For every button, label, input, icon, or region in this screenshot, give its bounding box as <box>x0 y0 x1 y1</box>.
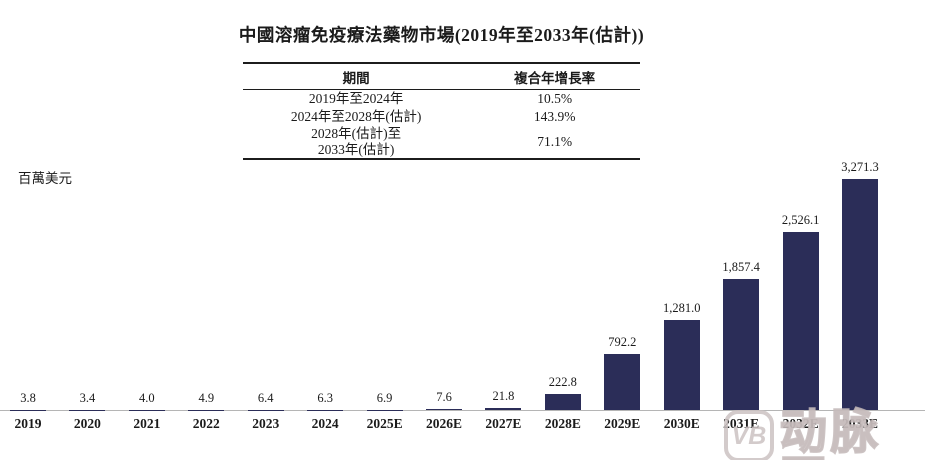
x-axis-label: 2028E <box>544 416 581 431</box>
cagr-table-header-period: 期間 <box>243 63 470 90</box>
period-cell: 2028年(估計)至 2033年(估計) <box>243 125 469 159</box>
bar-value-label: 792.2 <box>608 335 637 350</box>
bar-value-label: 1,857.4 <box>722 259 760 274</box>
period-cell: 2024年至2028年(估計) <box>290 108 422 124</box>
bar-value-label: 3.8 <box>20 390 36 405</box>
period-cell: 2019年至2024年 <box>308 91 404 106</box>
cagr-table: 期間 複合年增長率 2019年至2024年 10.5% 2024年至2028年(… <box>243 62 640 161</box>
x-axis-label: 2022 <box>192 416 220 431</box>
bar-value-label: 6.9 <box>376 390 393 405</box>
x-axis-label: 2023 <box>252 416 280 431</box>
x-axis-label: 2027E <box>485 416 522 431</box>
bar-value-label: 7.6 <box>436 390 452 405</box>
table-row: 2024年至2028年(估計) 143.9% <box>243 108 640 126</box>
cagr-cell: 143.9% <box>533 108 576 124</box>
bar <box>485 408 522 410</box>
x-axis-label: 2033E <box>842 416 879 431</box>
x-axis-label: 2029E <box>604 416 641 431</box>
bar-value-label: 6.4 <box>257 390 274 405</box>
period-line-2: 2033年(估計) <box>317 141 395 157</box>
x-axis-label: 2026E <box>425 416 462 431</box>
bar-value-label: 1,281.0 <box>662 300 701 315</box>
x-axis-label: 2030E <box>663 416 700 431</box>
x-axis-label: 2025E <box>366 416 403 431</box>
bar-value-label: 3,271.3 <box>841 160 879 174</box>
bar-value-label: 4.9 <box>198 390 215 405</box>
y-axis-unit-label: 百萬美元 <box>18 171 72 186</box>
bar-value-label: 4.0 <box>139 390 155 405</box>
bar-value-label: 2,526.1 <box>781 212 820 227</box>
bar <box>426 409 462 410</box>
x-axis-label: 2024 <box>311 416 339 431</box>
cagr-cell: 71.1% <box>537 133 573 149</box>
x-axis-label: 2020 <box>73 416 101 431</box>
x-axis-label: 2032E <box>782 416 819 431</box>
x-axis-line <box>0 409 925 411</box>
bar-value-label: 21.8 <box>492 389 515 404</box>
x-axis-label: 2019 <box>14 416 42 431</box>
table-row: 2019年至2024年 10.5% <box>243 90 640 108</box>
bar <box>604 354 641 410</box>
x-axis-label: 2021 <box>133 416 161 431</box>
cagr-table-header-cagr: 複合年增長率 <box>469 63 640 90</box>
table-row: 2028年(估計)至 2033年(估計) 71.1% <box>243 125 640 159</box>
bar-value-label: 222.8 <box>548 375 577 390</box>
chart-title: 中國溶瘤免疫療法藥物市場(2019年至2033年(估計)) <box>238 25 645 45</box>
bar <box>782 231 819 410</box>
bar <box>723 278 760 410</box>
bar <box>663 319 700 410</box>
cagr-cell: 10.5% <box>537 91 573 106</box>
cagr-table-header-row: 期間 複合年增長率 <box>243 63 640 90</box>
period-line-1: 2028年(估計)至 <box>311 126 402 142</box>
bar <box>544 394 581 410</box>
x-axis-label: 2031E <box>723 416 760 431</box>
bar-value-label: 6.3 <box>317 390 333 405</box>
bar <box>842 179 879 410</box>
bar-value-label: 3.4 <box>79 390 96 405</box>
